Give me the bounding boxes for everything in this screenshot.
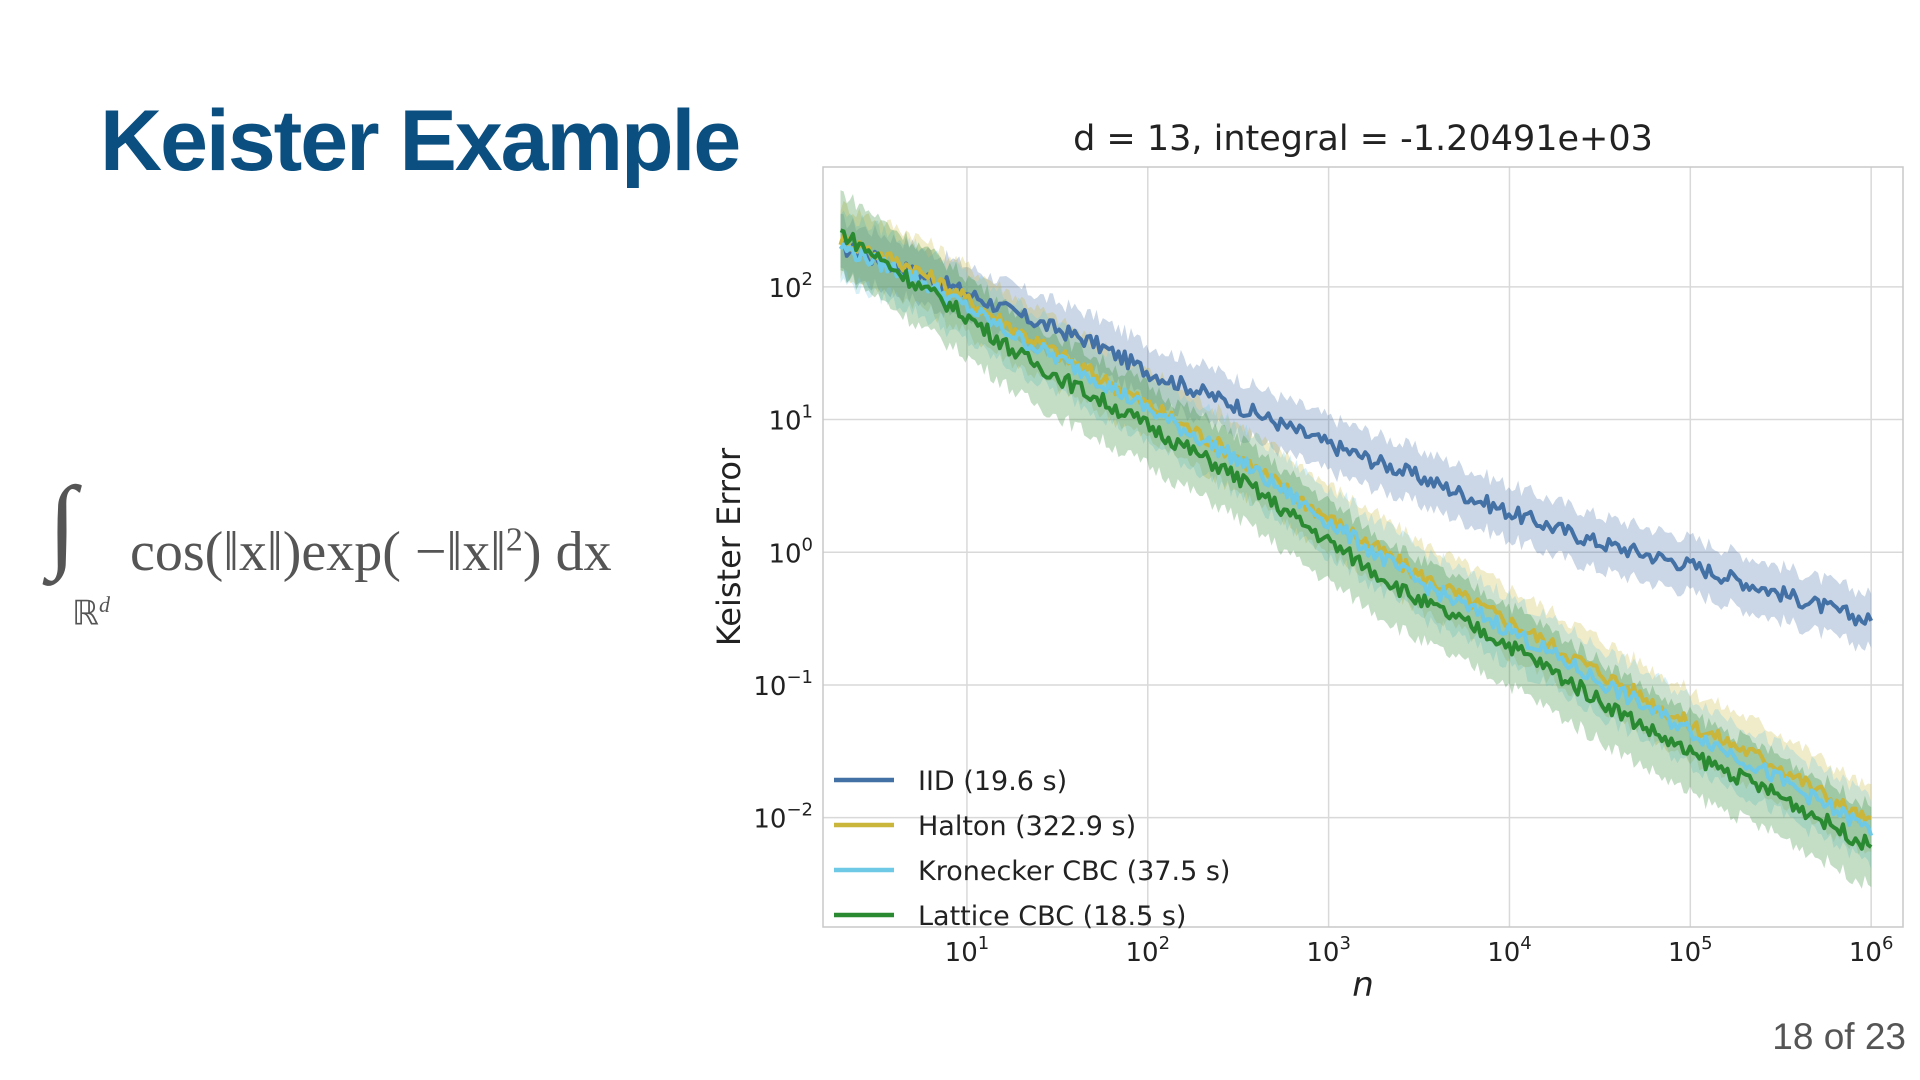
y-tick-label: 102: [768, 269, 813, 304]
x-tick-label: 102: [1126, 933, 1171, 968]
chart-title: d = 13, integral = -1.20491e+03: [1073, 119, 1653, 159]
integral-sign: ∫: [48, 466, 77, 581]
plot-frame: [822, 166, 1904, 928]
legend-label: Lattice CBC (18.5 s): [918, 901, 1186, 932]
integrand-tail: ) dx: [522, 521, 612, 583]
y-tick-label: 101: [768, 402, 813, 437]
legend-label: Halton (322.9 s): [918, 811, 1136, 842]
x-tick-label: 104: [1487, 933, 1532, 968]
legend-label: IID (19.6 s): [918, 766, 1067, 797]
y-axis-label: Keister Error: [710, 447, 748, 646]
y-tick-label: 10−1: [753, 667, 813, 702]
confidence-band: [840, 200, 1872, 856]
series-lines: [838, 228, 1874, 851]
x-tick-label: 101: [945, 933, 990, 968]
integrand: cos(‖x‖)exp( −‖x‖2) dx: [130, 520, 612, 584]
error-convergence-chart: d = 13, integral = -1.20491e+03 101 102 10…: [710, 119, 1904, 1005]
x-tick-labels: 101 102 103 104 105 106: [945, 933, 1894, 968]
domain-exponent: d: [98, 592, 110, 617]
integrand-exponent: 2: [505, 521, 523, 559]
domain-symbol: ℝ: [72, 595, 99, 633]
legend-label: Kronecker CBC (37.5 s): [918, 856, 1230, 887]
grid-lines: [823, 167, 1903, 927]
series-line: [840, 238, 1873, 627]
x-tick-label: 106: [1849, 933, 1894, 968]
integrand-main: cos(‖x‖)exp( −‖x‖: [130, 521, 506, 583]
x-axis-label: n: [1352, 965, 1374, 1005]
y-tick-label: 100: [768, 534, 813, 569]
integral-formula: ∫ ℝd cos(‖x‖)exp( −‖x‖2) dx: [48, 472, 718, 640]
integral-domain: ℝd: [72, 592, 110, 633]
slide-page-number: 18 of 23: [1772, 1016, 1906, 1057]
series-line: [839, 228, 1873, 851]
x-tick-label: 105: [1668, 933, 1713, 968]
y-tick-labels: 102 101 100 10−1 10−2: [753, 269, 813, 835]
series-line: [838, 242, 1874, 837]
slide-title: Keister Example: [100, 93, 741, 189]
x-tick-label: 103: [1306, 933, 1351, 968]
legend: IID (19.6 s) Halton (322.9 s) Kronecker CB…: [834, 766, 1230, 932]
y-tick-label: 10−2: [753, 800, 813, 835]
